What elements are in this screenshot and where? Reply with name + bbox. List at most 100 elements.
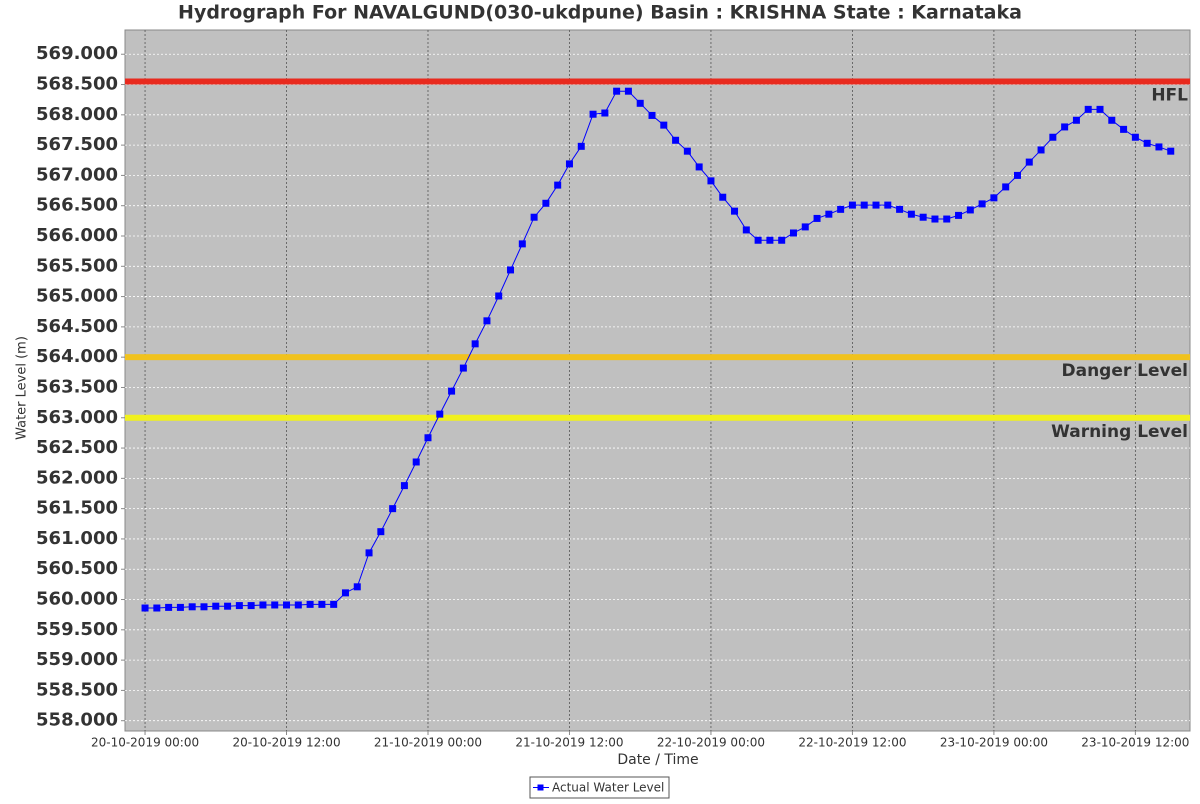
data-point — [660, 121, 668, 129]
data-point — [789, 229, 797, 237]
x-tick-label: 21-10-2019 12:00 — [515, 736, 623, 750]
data-point — [247, 602, 255, 610]
data-point — [872, 201, 880, 209]
data-point — [884, 201, 892, 209]
reference-line — [125, 354, 1190, 361]
reference-line — [125, 78, 1190, 85]
data-point — [601, 109, 609, 117]
data-point — [448, 387, 456, 395]
data-point — [766, 236, 774, 244]
data-point — [978, 200, 986, 208]
data-point — [471, 340, 479, 348]
y-tick-label: 566.500 — [36, 195, 118, 216]
data-point — [919, 213, 927, 221]
data-line — [145, 90, 1171, 609]
y-tick-label: 565.500 — [36, 255, 118, 276]
data-point — [306, 600, 314, 608]
x-tick-label: 23-10-2019 12:00 — [1081, 736, 1189, 750]
data-point — [271, 601, 279, 609]
data-point — [318, 600, 326, 608]
y-tick-label: 564.500 — [36, 316, 118, 337]
data-point — [1049, 133, 1057, 141]
data-point — [542, 199, 550, 207]
data-point — [742, 226, 750, 234]
data-point — [825, 210, 833, 218]
data-point — [837, 205, 845, 213]
plot-area — [124, 29, 1191, 732]
data-point — [1025, 158, 1033, 166]
data-point — [672, 136, 680, 144]
x-tick-label: 22-10-2019 00:00 — [657, 736, 765, 750]
data-point — [577, 142, 585, 150]
data-point — [613, 87, 621, 95]
data-point — [400, 482, 408, 490]
data-point — [813, 214, 821, 222]
data-point — [1013, 171, 1021, 179]
data-point — [141, 604, 149, 612]
data-point — [1072, 116, 1080, 124]
reference-label: Danger Level — [1062, 361, 1189, 381]
data-point — [624, 87, 632, 95]
data-point — [955, 211, 963, 219]
data-point — [907, 210, 915, 218]
y-tick-label: 567.500 — [36, 134, 118, 155]
data-point — [365, 549, 373, 557]
data-point — [424, 434, 432, 442]
y-tick-label: 564.000 — [36, 346, 118, 367]
data-point — [1061, 123, 1069, 131]
y-tick-label: 558.500 — [36, 679, 118, 700]
data-point — [695, 163, 703, 171]
x-tick-label: 22-10-2019 12:00 — [798, 736, 906, 750]
reference-label: HFL — [1151, 85, 1188, 105]
data-point — [1131, 133, 1139, 141]
data-point — [636, 99, 644, 107]
y-tick-label: 561.500 — [36, 498, 118, 519]
legend: Actual Water Level — [529, 776, 670, 799]
y-tick-label: 559.500 — [36, 619, 118, 640]
data-point — [483, 317, 491, 325]
data-point — [153, 604, 161, 612]
data-point — [754, 236, 762, 244]
data-point — [1002, 183, 1010, 191]
data-point — [931, 215, 939, 223]
y-tick-label: 558.000 — [36, 710, 118, 731]
data-point — [860, 201, 868, 209]
y-tick-label: 562.500 — [36, 437, 118, 458]
data-point — [554, 181, 562, 189]
x-tick-label: 20-10-2019 12:00 — [232, 736, 340, 750]
legend-marker — [537, 784, 544, 791]
data-point — [495, 292, 503, 300]
data-point — [1108, 116, 1116, 124]
data-point — [235, 602, 243, 610]
x-tick-label: 20-10-2019 00:00 — [91, 736, 199, 750]
y-tick-label: 560.000 — [36, 589, 118, 610]
chart-title: Hydrograph For NAVALGUND(030-ukdpune) Ba… — [178, 2, 1022, 24]
data-point — [719, 193, 727, 201]
data-point — [707, 177, 715, 185]
data-point — [1155, 143, 1163, 151]
data-point — [530, 213, 538, 221]
data-point — [943, 215, 951, 223]
data-point — [966, 206, 974, 214]
data-point — [518, 240, 526, 248]
legend-label: Actual Water Level — [552, 781, 664, 795]
data-point — [648, 111, 656, 119]
reference-line — [125, 414, 1190, 421]
data-point — [188, 603, 196, 611]
y-axis-label: Water Level (m) — [15, 336, 30, 440]
y-tick-label: 560.500 — [36, 558, 118, 579]
data-point — [990, 194, 998, 202]
data-point — [459, 364, 467, 372]
y-tick-label: 563.000 — [36, 407, 118, 428]
data-point — [589, 110, 597, 118]
data-point — [896, 205, 904, 213]
data-point — [176, 603, 184, 611]
data-point — [224, 602, 232, 610]
data-point — [212, 602, 220, 610]
y-tick-label: 565.000 — [36, 286, 118, 307]
data-point — [1037, 146, 1045, 154]
x-tick-label: 21-10-2019 00:00 — [374, 736, 482, 750]
x-axis-label: Date / Time — [617, 752, 698, 768]
data-point — [412, 458, 420, 466]
